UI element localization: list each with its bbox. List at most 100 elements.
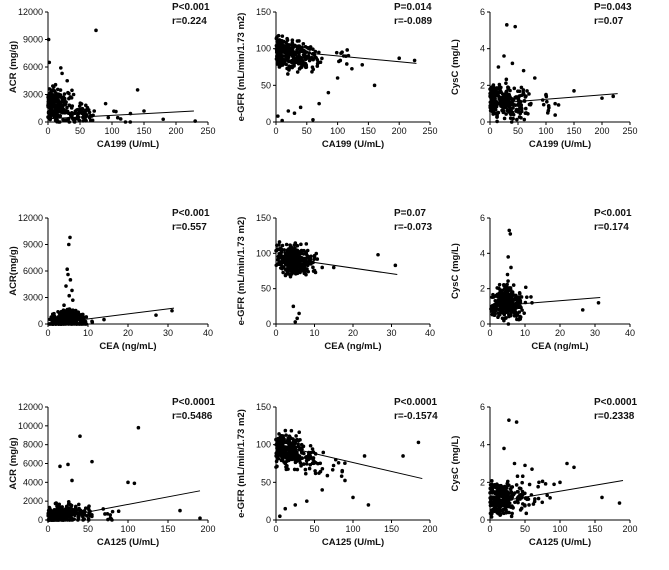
data-point <box>513 24 517 29</box>
x-tick-label: 150 <box>160 524 175 534</box>
data-point <box>282 59 287 64</box>
data-point <box>507 418 511 422</box>
data-point <box>84 315 89 319</box>
data-point <box>525 496 530 501</box>
data-point <box>296 438 301 443</box>
data-point <box>61 321 66 326</box>
data-point <box>278 53 282 57</box>
data-point <box>343 478 347 483</box>
data-point <box>502 318 506 323</box>
data-point <box>350 66 354 71</box>
data-point <box>520 493 525 497</box>
data-point <box>52 114 56 119</box>
data-point <box>94 28 98 33</box>
data-point <box>309 254 313 259</box>
data-point <box>280 258 285 263</box>
x-tick-label: 30 <box>163 328 173 338</box>
data-point <box>69 96 74 100</box>
data-point <box>298 105 303 110</box>
data-point <box>307 46 311 51</box>
data-point <box>297 44 302 48</box>
data-point <box>331 463 336 468</box>
data-point <box>287 252 292 256</box>
data-point <box>55 101 60 105</box>
y-tick-label: 8000 <box>23 440 43 450</box>
data-point <box>293 241 298 245</box>
data-point <box>495 119 499 124</box>
data-point <box>498 508 502 513</box>
data-point <box>501 486 505 491</box>
data-point <box>83 118 88 123</box>
data-point <box>504 486 509 490</box>
x-tick-label: 0 <box>45 126 50 136</box>
data-point <box>397 56 402 60</box>
data-point <box>277 262 282 267</box>
x-tick-label: 200 <box>594 126 609 136</box>
data-point <box>69 106 74 110</box>
data-point <box>299 65 304 69</box>
data-point <box>515 317 519 322</box>
x-tick-label: 0 <box>273 126 278 136</box>
data-point <box>525 295 529 299</box>
data-point <box>516 89 520 94</box>
data-point <box>298 261 302 266</box>
data-point <box>274 465 278 469</box>
y-tick-label: 10000 <box>18 421 43 431</box>
data-point <box>63 102 67 107</box>
data-point <box>529 101 533 106</box>
data-point <box>70 478 74 483</box>
data-point <box>360 63 365 67</box>
y-tick-label: 150 <box>256 7 271 17</box>
x-tick-label: 50 <box>83 524 93 534</box>
data-point <box>494 483 499 487</box>
data-point <box>311 265 315 270</box>
x-tick-label: 200 <box>200 524 215 534</box>
data-point <box>297 430 302 435</box>
data-point <box>502 116 507 121</box>
x-tick-label: 100 <box>345 524 360 534</box>
y-tick-label: 12000 <box>18 7 43 17</box>
data-point <box>65 78 69 83</box>
data-point <box>496 491 500 496</box>
data-point <box>53 82 58 87</box>
data-point <box>511 283 516 287</box>
data-point <box>521 68 526 73</box>
data-point <box>527 92 531 96</box>
data-point <box>296 444 301 449</box>
data-point <box>308 456 312 461</box>
data-point <box>278 451 283 455</box>
data-point <box>178 508 182 513</box>
x-tick-label: 150 <box>566 126 581 136</box>
data-point <box>545 493 549 498</box>
data-point <box>65 267 69 272</box>
x-tick-label: 50 <box>309 524 319 534</box>
data-point <box>73 111 77 116</box>
data-point <box>304 462 309 466</box>
data-point <box>518 298 523 303</box>
data-point <box>46 37 51 42</box>
regression-line <box>275 49 417 64</box>
data-point <box>517 291 522 296</box>
data-point <box>287 266 291 270</box>
p-value-label: P<0.001 <box>594 208 632 219</box>
data-point <box>412 58 417 63</box>
data-point <box>286 72 290 76</box>
y-axis-label: CysC (mg/L) <box>450 39 461 95</box>
data-point <box>489 512 494 516</box>
data-point <box>288 274 293 279</box>
data-point <box>600 495 604 500</box>
data-point <box>303 467 308 472</box>
data-point <box>496 486 500 490</box>
data-point <box>61 117 65 122</box>
data-point <box>509 265 513 270</box>
data-point <box>297 458 302 463</box>
data-point <box>58 88 63 92</box>
data-point <box>337 59 341 64</box>
data-point <box>277 45 282 49</box>
data-point <box>489 515 494 519</box>
data-point <box>57 105 61 110</box>
data-point <box>521 88 526 92</box>
data-point <box>64 284 68 288</box>
data-point <box>67 317 71 322</box>
